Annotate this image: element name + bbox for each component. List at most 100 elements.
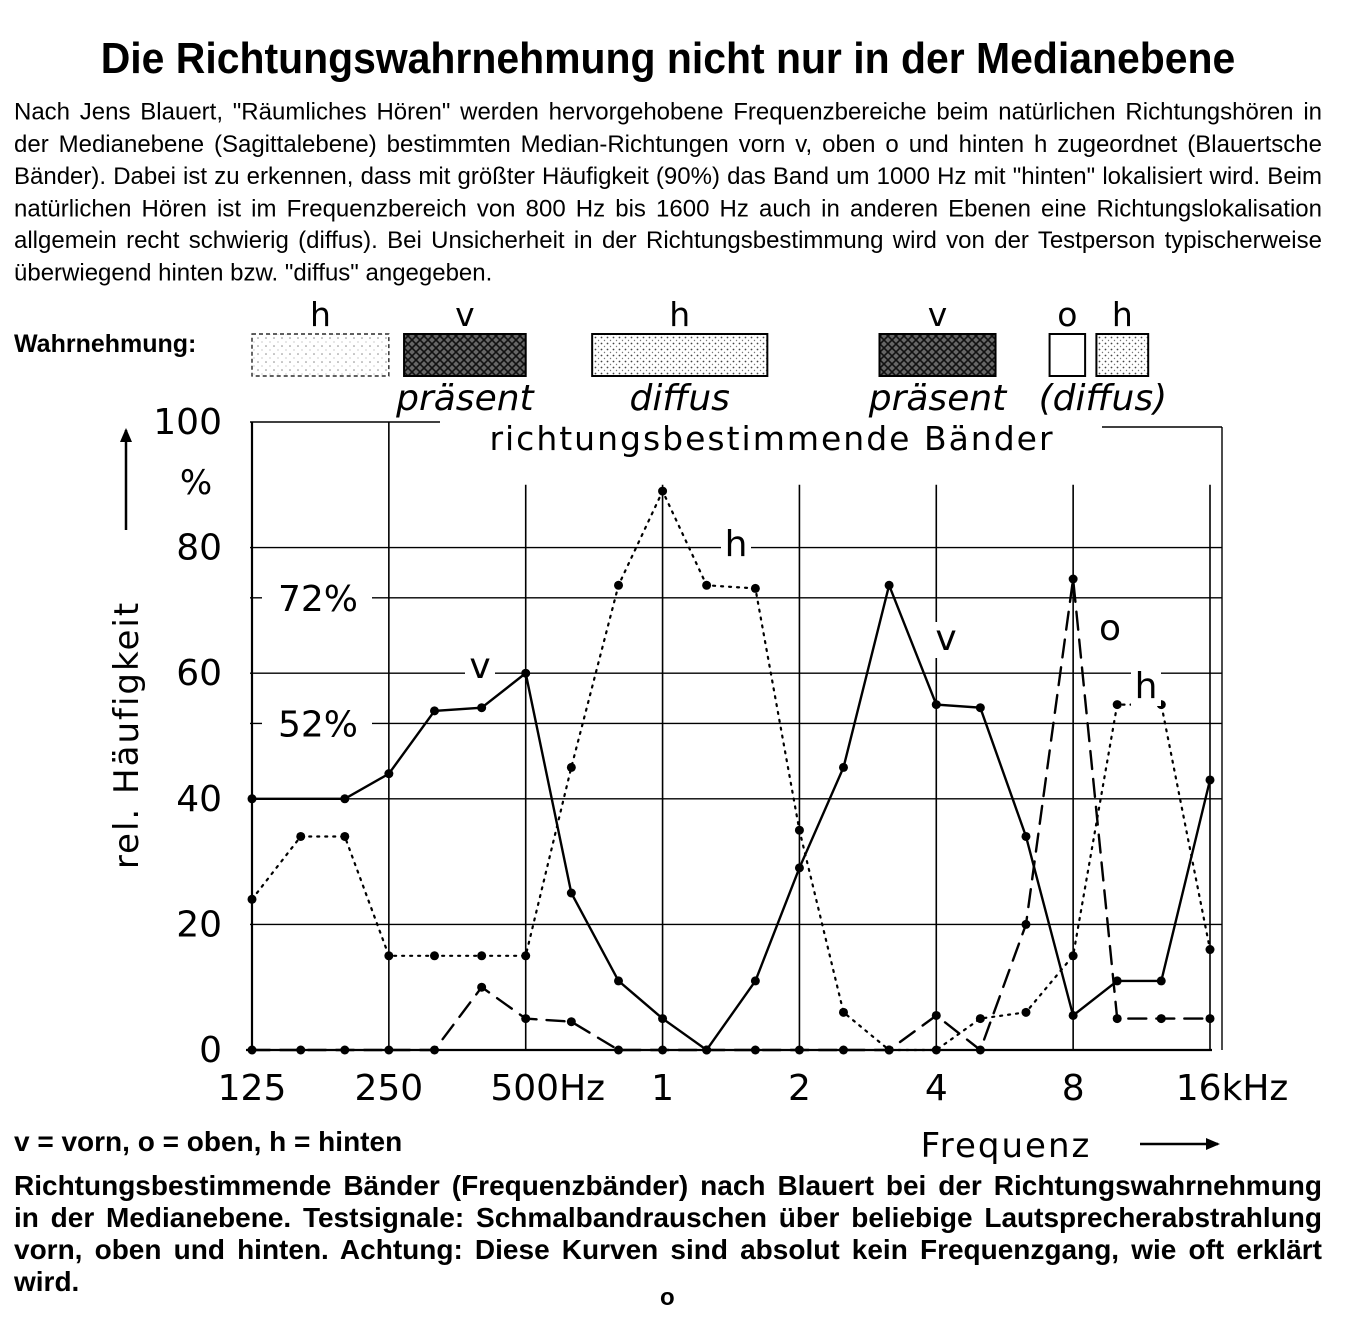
chart-axes: 0 20 40 60 80 100 125 250 500Hz 1 2 4 8 16kHz	[153, 402, 1288, 1109]
data-point-v	[340, 794, 350, 804]
chart-grid	[250, 421, 1223, 1050]
data-point-v	[794, 863, 804, 873]
data-point-h	[1112, 700, 1122, 710]
data-point-v	[975, 703, 985, 713]
chart-series: vhv oh	[247, 486, 1215, 1055]
data-point-h	[477, 951, 487, 961]
y-tick-label: 20	[176, 904, 222, 945]
band-letter: o	[1057, 295, 1077, 334]
reference-lines: 72% 52%	[250, 573, 1222, 745]
band-word: präsent	[395, 378, 535, 419]
data-point-o	[477, 982, 487, 992]
data-point-o	[1068, 574, 1078, 584]
reference-label-bg	[262, 573, 372, 614]
x-tick-label: 500Hz	[490, 1068, 605, 1109]
y-tick-label: 40	[176, 779, 222, 820]
band-box	[403, 333, 527, 377]
y-tick-label: 60	[176, 653, 222, 694]
x-tick-label: 250	[354, 1068, 423, 1109]
band-letter: h	[310, 295, 331, 334]
reference-label: 72%	[278, 579, 358, 620]
series-label: v	[935, 618, 956, 659]
data-point-v	[1021, 831, 1031, 841]
legend-abbreviations: v = vorn, o = oben, h = hinten	[14, 1126, 403, 1157]
data-point-h	[247, 894, 257, 904]
data-point-h	[1068, 951, 1078, 961]
data-point-h	[429, 951, 439, 961]
data-point-o	[521, 1014, 531, 1024]
data-point-h	[750, 583, 760, 593]
band-box	[878, 333, 997, 377]
band-letter: h	[1112, 295, 1133, 334]
x-tick-label: 4	[925, 1068, 948, 1109]
data-point-o	[1021, 919, 1031, 929]
data-point-o	[1205, 1014, 1215, 1024]
band-word: präsent	[868, 378, 1008, 419]
data-point-h	[614, 580, 624, 590]
data-point-h	[521, 951, 531, 961]
data-point-v	[566, 888, 576, 898]
data-point-v	[931, 700, 941, 710]
band-letter: h	[669, 295, 690, 334]
data-point-v	[1205, 775, 1215, 785]
band-header: richtungsbestimmende Bänder	[489, 419, 1054, 458]
series-label-bg	[1131, 670, 1161, 706]
band-box	[591, 333, 769, 377]
series-line-o	[250, 578, 1212, 1052]
y-tick-label: 80	[176, 528, 222, 569]
band-letter: v	[455, 295, 475, 334]
stray-mark: o	[660, 1284, 675, 1311]
figure-caption: Richtungsbestimmende Bänder (Frequenzbän…	[14, 1170, 1322, 1297]
data-point-h	[384, 951, 394, 961]
page-title: Die Richtungswahrnehmung nicht nur in de…	[100, 34, 1236, 83]
x-axis-label: Frequenz	[921, 1126, 1092, 1166]
data-point-v	[614, 976, 624, 986]
series-label: o	[1099, 608, 1121, 649]
data-point-h	[340, 831, 350, 841]
series-label-bg	[931, 622, 961, 658]
series-line-h	[250, 488, 1212, 1052]
data-point-h	[1205, 945, 1215, 955]
y-tick-label: 100	[153, 402, 222, 443]
perception-label: Wahrnehmung:	[14, 330, 197, 358]
data-point-v	[477, 703, 487, 713]
x-tick-label: 8	[1062, 1068, 1085, 1109]
y-unit: %	[180, 463, 212, 503]
x-tick-label: 1	[651, 1068, 674, 1109]
data-point-v	[521, 668, 531, 678]
data-point-v	[658, 1014, 668, 1024]
data-point-v	[1068, 1010, 1078, 1020]
data-point-o	[566, 1017, 576, 1027]
data-point-h	[838, 1007, 848, 1017]
x-tick-label: 16kHz	[1176, 1068, 1289, 1109]
data-point-v	[384, 769, 394, 779]
data-point-v	[429, 706, 439, 716]
data-point-v	[750, 976, 760, 986]
data-point-o	[1112, 1014, 1122, 1024]
series-label: v	[469, 646, 490, 687]
data-point-o	[1156, 1014, 1166, 1024]
series-line-v	[250, 581, 1212, 1052]
series-label-bg	[465, 650, 495, 686]
data-point-v	[884, 580, 894, 590]
data-point-v	[247, 794, 257, 804]
data-point-h	[794, 825, 804, 835]
x-tick-label: 125	[218, 1068, 287, 1109]
series-label-bg	[1095, 612, 1125, 648]
reference-label-bg	[262, 699, 372, 740]
band-box	[251, 333, 390, 377]
data-point-h	[975, 1014, 985, 1024]
data-point-h	[566, 762, 576, 772]
data-point-h	[296, 831, 306, 841]
data-point-h	[1021, 1007, 1031, 1017]
data-point-v	[1112, 976, 1122, 986]
band-letter: v	[928, 295, 948, 334]
series-label: h	[1135, 666, 1158, 707]
band-box	[1048, 333, 1087, 377]
intro-paragraph: Nach Jens Blauert, "Räumliches Hören" we…	[14, 98, 1322, 287]
band-word-paren: (diffus)	[1039, 378, 1168, 419]
y-axis-label: rel. Häufigkeit	[107, 601, 147, 869]
band-word: diffus	[630, 378, 730, 419]
